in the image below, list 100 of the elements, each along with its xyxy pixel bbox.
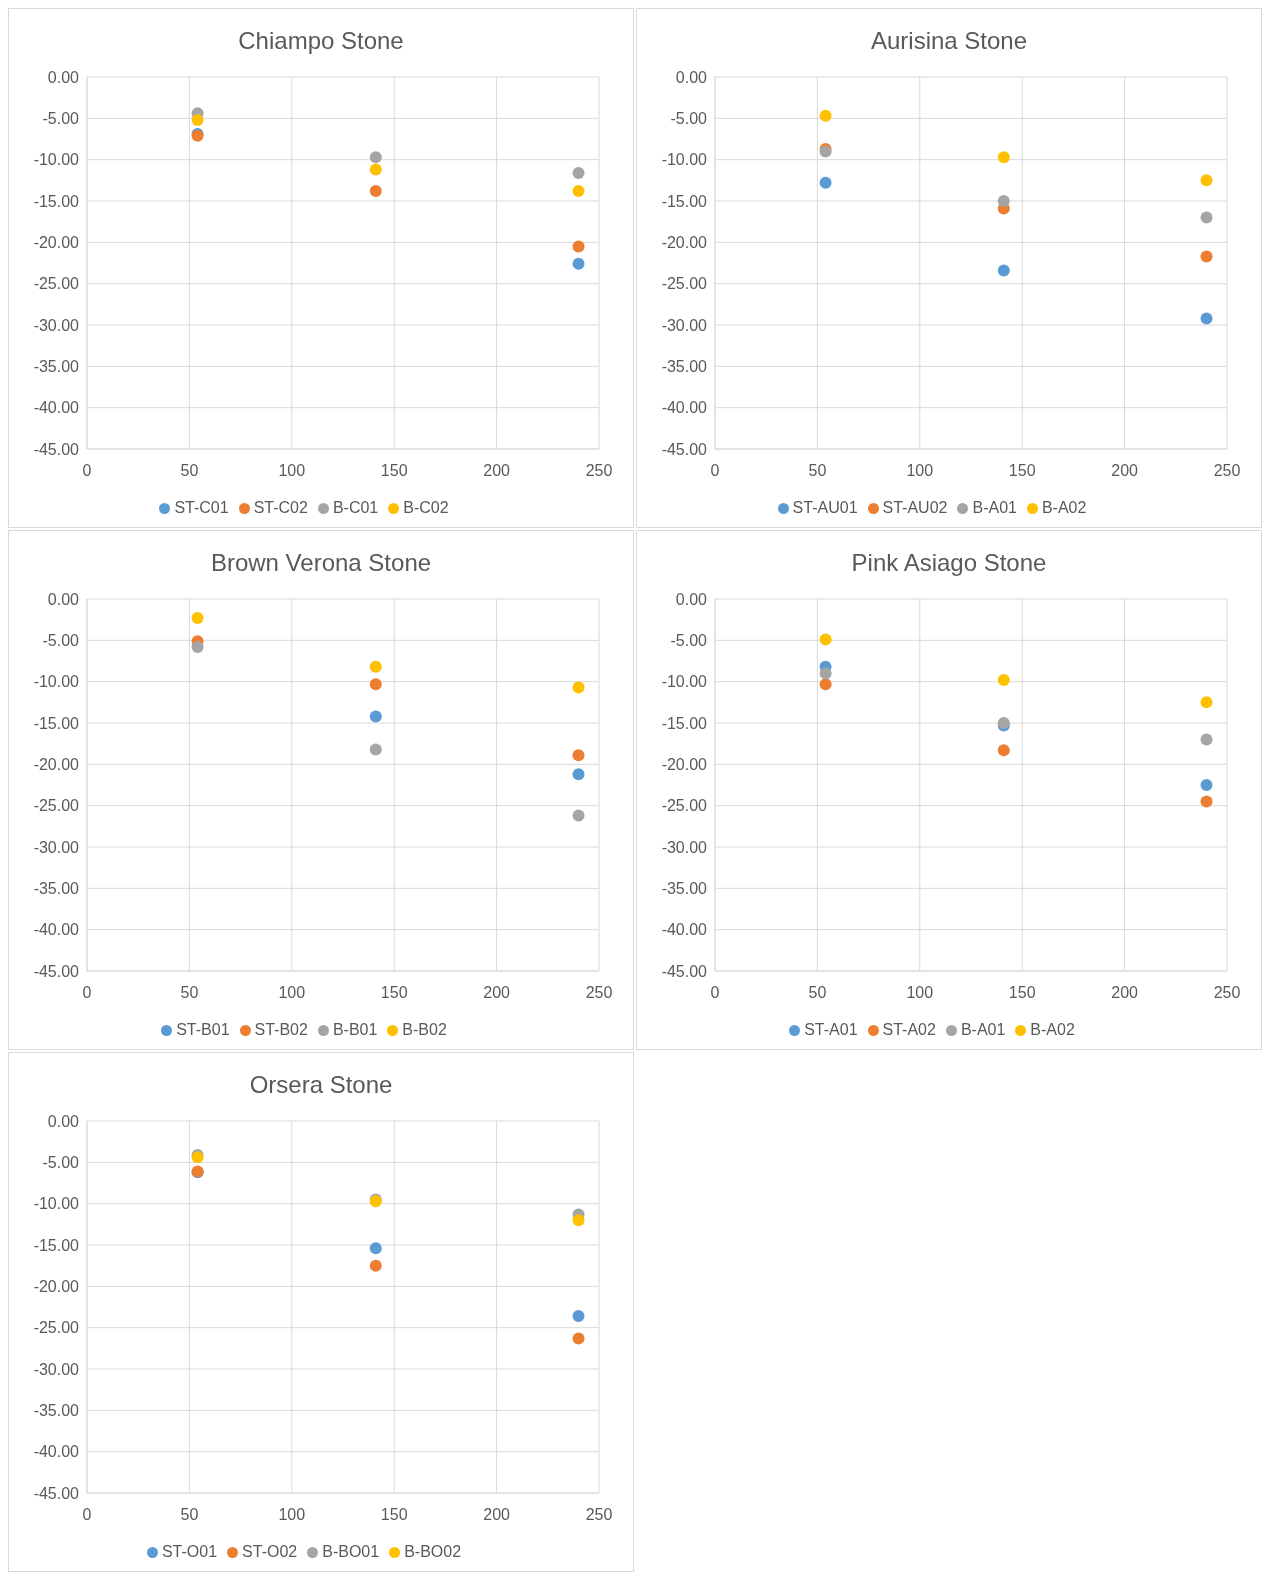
x-tick-label: 0 [82, 1506, 92, 1524]
point [369, 185, 382, 198]
legend-label: B-BO01 [322, 1543, 380, 1560]
point [997, 264, 1010, 277]
point [819, 176, 832, 189]
y-tick-label: -15.00 [661, 714, 708, 732]
x-tick-label: 150 [380, 1506, 408, 1524]
legend-label: B-A02 [1030, 1021, 1075, 1038]
x-tick-label: 0 [710, 462, 720, 480]
point [572, 809, 585, 822]
point [191, 113, 204, 126]
chart-title: Chiampo Stone [237, 26, 405, 56]
legend-label: B-A01 [972, 499, 1017, 516]
point [1200, 250, 1213, 263]
legend-label: ST-A02 [882, 1021, 936, 1038]
y-tick-label: -30.00 [661, 316, 708, 334]
y-tick-label: -40.00 [33, 921, 80, 939]
y-tick-label: -35.00 [661, 880, 708, 898]
x-tick-label: 200 [483, 462, 511, 480]
x-tick-label: 0 [710, 984, 720, 1002]
point [819, 678, 832, 691]
chart-title: Brown Verona Stone [209, 548, 433, 578]
x-tick-label: 50 [180, 984, 199, 1002]
y-tick-label: -30.00 [33, 838, 80, 856]
y-tick-label: -40.00 [661, 399, 708, 417]
legend-label: ST-B01 [176, 1021, 230, 1038]
legend-label: ST-O01 [161, 1543, 218, 1560]
y-tick-label: -45.00 [33, 1484, 80, 1502]
point [997, 744, 1010, 757]
x-tick-label: 50 [808, 462, 827, 480]
x-tick-label: 100 [278, 984, 306, 1002]
point [997, 674, 1010, 687]
x-tick-label: 250 [1213, 984, 1241, 1002]
point [1200, 696, 1213, 709]
chart-title: Pink Asiago Stone [850, 548, 1048, 578]
point [819, 109, 832, 122]
x-tick-label: 0 [82, 462, 92, 480]
y-tick-label: -5.00 [42, 110, 80, 128]
y-tick-label: -5.00 [42, 1154, 80, 1172]
y-tick-label: -5.00 [670, 110, 708, 128]
y-tick-label: -10.00 [661, 151, 708, 169]
y-tick-label: 0.00 [47, 1112, 80, 1130]
legend-label: ST-A01 [804, 1021, 858, 1038]
x-tick-label: 50 [808, 984, 827, 1002]
y-tick-label: -15.00 [661, 192, 708, 210]
point [191, 640, 204, 653]
x-tick-label: 50 [180, 1506, 199, 1524]
point [369, 1242, 382, 1255]
x-tick-label: 100 [278, 462, 306, 480]
point [572, 1332, 585, 1345]
legend-label: B-A02 [1041, 499, 1087, 516]
point [997, 151, 1010, 164]
chart-title: Aurisina Stone [869, 26, 1029, 56]
y-tick-label: -30.00 [33, 1360, 80, 1378]
legend-label: ST-B02 [254, 1021, 308, 1038]
point [369, 163, 382, 176]
legend-label: B-B01 [332, 1021, 378, 1038]
y-tick-label: 0.00 [47, 68, 80, 86]
x-tick-label: 200 [1111, 984, 1139, 1002]
y-tick-label: -40.00 [661, 921, 708, 939]
y-tick-label: -25.00 [33, 1319, 80, 1337]
y-tick-label: 0.00 [675, 590, 708, 608]
legend-label: ST-AU01 [792, 499, 858, 516]
point [369, 743, 382, 756]
legend-label: B-BO02 [404, 1543, 462, 1560]
legend-label: ST-O02 [242, 1543, 298, 1560]
y-tick-label: -20.00 [33, 756, 80, 774]
point [819, 667, 832, 680]
legend-label: B-A01 [960, 1021, 1006, 1038]
y-tick-label: -35.00 [33, 358, 80, 376]
point [369, 660, 382, 673]
y-tick-label: -15.00 [33, 192, 80, 210]
legend-label: B-C01 [332, 499, 379, 516]
point [572, 1214, 585, 1227]
legend-label: ST-AU02 [882, 499, 948, 516]
point [819, 633, 832, 646]
y-tick-label: -20.00 [661, 234, 708, 252]
point [369, 678, 382, 691]
point [572, 185, 585, 198]
x-tick-label: 200 [1111, 462, 1139, 480]
y-tick-label: -20.00 [33, 234, 80, 252]
x-tick-label: 150 [380, 984, 408, 1002]
x-tick-label: 100 [278, 1506, 306, 1524]
legend-label: ST-C02 [253, 499, 308, 516]
point [572, 257, 585, 270]
x-tick-label: 150 [1008, 462, 1036, 480]
point [1200, 733, 1213, 746]
y-tick-label: -40.00 [33, 399, 80, 417]
x-tick-label: 250 [585, 1506, 613, 1524]
y-tick-label: -45.00 [33, 440, 80, 458]
y-tick-label: -10.00 [33, 151, 80, 169]
y-tick-label: -25.00 [33, 275, 80, 293]
y-tick-label: -10.00 [33, 1195, 80, 1213]
x-tick-label: 100 [906, 462, 934, 480]
y-tick-label: -45.00 [661, 962, 708, 980]
y-tick-label: -10.00 [33, 673, 80, 691]
x-tick-label: 100 [906, 984, 934, 1002]
x-tick-label: 250 [1213, 462, 1241, 480]
y-tick-label: -25.00 [33, 797, 80, 815]
point [369, 1259, 382, 1272]
